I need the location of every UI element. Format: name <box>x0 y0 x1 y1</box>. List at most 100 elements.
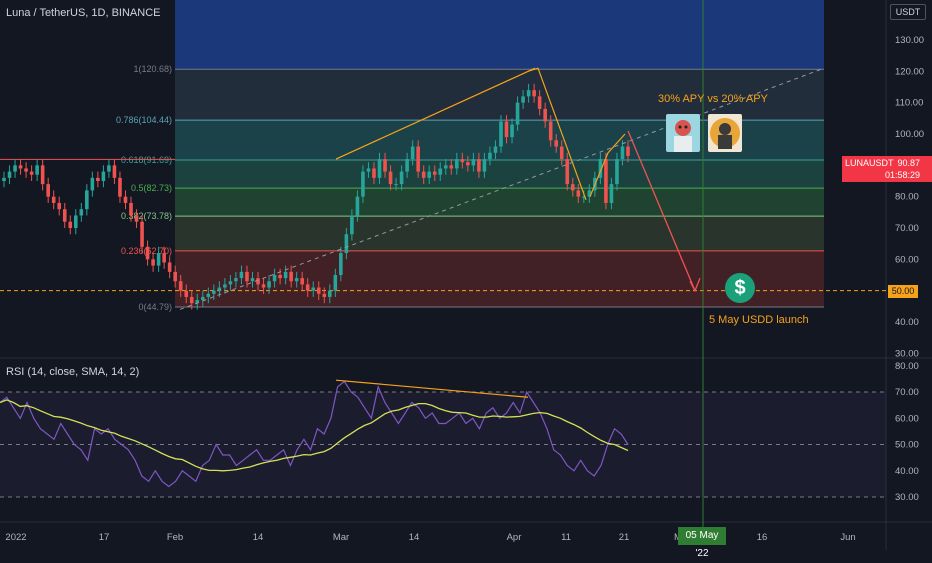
candle-body <box>471 159 476 166</box>
rsi-indicator-label[interactable]: RSI (14, close, SMA, 14, 2) <box>6 366 140 378</box>
candle-body <box>482 159 487 172</box>
fib-label-0: 0(44.79) <box>138 302 172 312</box>
time-tick-label: Apr <box>507 532 522 543</box>
candle <box>405 152 409 178</box>
candle-body <box>96 177 100 181</box>
candle-body <box>18 165 23 169</box>
candle <box>510 118 514 144</box>
candle-body <box>394 184 398 186</box>
candle-body <box>554 140 559 147</box>
candle-body <box>245 271 249 282</box>
candle-body <box>51 196 56 203</box>
candle-body <box>101 171 106 181</box>
fib-zone-0.236 <box>175 250 824 307</box>
candle-body <box>123 196 128 203</box>
candle <box>350 209 354 241</box>
candle <box>151 253 155 272</box>
candle-body <box>316 287 321 294</box>
price-tick-label: 130.00 <box>895 35 924 46</box>
candle <box>62 202 67 228</box>
candle-body <box>79 209 84 216</box>
candle-body <box>598 159 603 178</box>
rsi-tick-label: 50.00 <box>895 440 919 451</box>
candle-body <box>421 171 426 178</box>
symbol-label: Luna / TetherUS, 1D, BINANCE <box>6 7 161 19</box>
candle <box>289 265 293 288</box>
candle <box>206 287 211 304</box>
candle-body <box>145 246 150 260</box>
horizontal-level-tag: 50.00 <box>888 285 918 298</box>
candle <box>35 159 39 181</box>
candle-body <box>504 121 509 138</box>
candle-body <box>2 177 6 181</box>
candle <box>112 159 117 185</box>
candle-body <box>537 96 542 109</box>
candle <box>394 177 398 191</box>
candle <box>73 209 78 235</box>
candle-body <box>548 121 553 141</box>
candle-body <box>90 177 95 191</box>
time-tick-label: Jun <box>840 532 855 543</box>
candle-body <box>350 215 354 235</box>
candle <box>228 275 233 291</box>
candle <box>18 159 23 175</box>
rising-trend-line <box>335 67 536 160</box>
candle <box>587 184 592 203</box>
candle-body <box>510 124 514 138</box>
usdd-launch-annotation[interactable]: 5 May USDD launch <box>709 314 809 326</box>
candle <box>7 165 12 185</box>
rsi-tick-label: 80.00 <box>895 361 919 372</box>
candle <box>366 162 371 178</box>
projection-arrow <box>627 130 696 291</box>
candle-body <box>488 152 492 160</box>
candle-body <box>112 165 117 178</box>
time-tick-label: 11 <box>561 532 571 543</box>
price-tag-value: 90.87 <box>897 158 920 168</box>
candle <box>361 165 365 203</box>
candle <box>283 265 288 285</box>
candle <box>234 271 238 288</box>
candle-body <box>521 96 525 103</box>
candle <box>13 159 17 178</box>
candle-body <box>361 171 365 197</box>
candle <box>134 209 139 228</box>
candle-body <box>261 284 266 288</box>
candle-body <box>328 290 332 297</box>
candle <box>466 155 470 172</box>
candle-body <box>311 287 316 291</box>
time-tick-label: 21 <box>619 532 630 543</box>
last-price-tag: LUNAUSDT 90.87 01:58:29 <box>842 156 932 182</box>
price-tick-label: 80.00 <box>895 192 919 203</box>
candle-body <box>405 159 409 172</box>
candle <box>261 278 266 294</box>
candle <box>322 287 327 304</box>
time-tick-label: Feb <box>167 532 183 543</box>
price-tick-label: 60.00 <box>895 254 919 265</box>
candle-body <box>24 168 28 172</box>
candle-body <box>29 171 34 175</box>
candle <box>488 146 492 166</box>
candle-body <box>372 168 376 178</box>
candle <box>565 152 570 191</box>
candle <box>626 140 630 163</box>
projection-arrowhead <box>689 277 701 293</box>
candle-body <box>383 159 387 172</box>
candle-body <box>466 162 470 166</box>
candle <box>620 140 625 166</box>
candle-body <box>620 146 625 160</box>
candle <box>421 165 426 185</box>
candle <box>377 152 382 185</box>
candle <box>223 278 227 294</box>
candle-body <box>151 259 155 266</box>
chart-canvas[interactable]: 1(120.68) 0.786(104.44) 0.618(91.69) 0.5(82… <box>0 0 932 550</box>
candle-body <box>615 159 619 185</box>
candle <box>548 115 553 147</box>
candle-body <box>587 190 592 197</box>
candle-body <box>366 168 371 172</box>
candle <box>399 165 404 191</box>
vertical-line-date-tag: 05 May '22 <box>678 527 726 559</box>
candle <box>57 196 62 216</box>
apy-annotation[interactable]: 30% APY vs 20% APY <box>658 93 768 105</box>
currency-badge[interactable]: USDT <box>890 4 926 20</box>
